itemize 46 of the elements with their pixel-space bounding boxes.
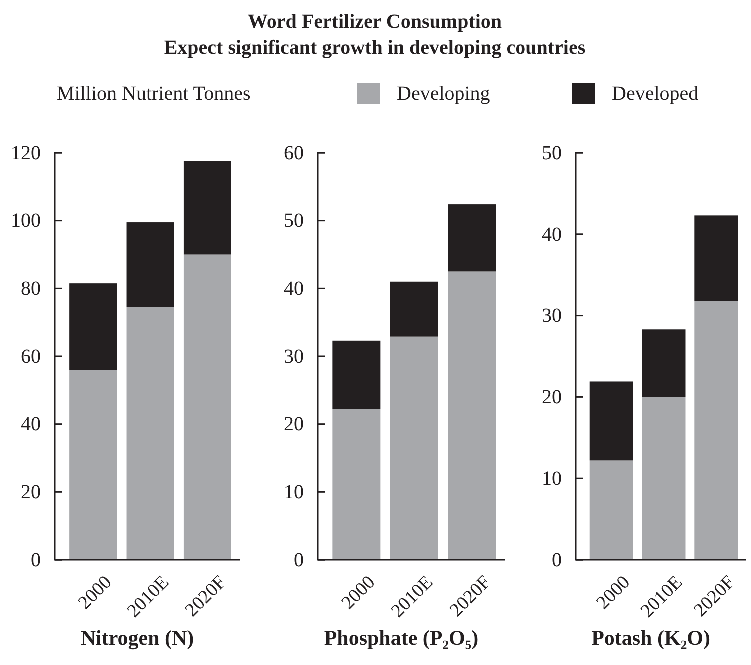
- bar: [126, 307, 174, 560]
- bar: [390, 282, 438, 337]
- bar: [184, 161, 232, 255]
- y-tick-label: 60: [284, 142, 304, 164]
- y-tick-label: 0: [552, 549, 562, 572]
- x-axis-title: Potash (K₂O): [592, 626, 710, 650]
- y-tick-label: 10: [542, 468, 562, 490]
- y-tick-label: 50: [542, 142, 562, 164]
- bar: [642, 397, 686, 560]
- bar: [642, 330, 686, 398]
- x-axis-title: Phosphate (P₂O₅): [324, 626, 479, 650]
- y-tick-label: 100: [11, 210, 41, 232]
- y-tick-label: 50: [284, 210, 304, 232]
- bar: [390, 336, 438, 560]
- y-tick-label: 30: [284, 346, 304, 368]
- bar: [590, 460, 634, 560]
- y-tick-label: 60: [21, 346, 41, 368]
- bar: [694, 216, 738, 302]
- bar: [70, 370, 118, 560]
- y-tick-label: 120: [11, 142, 41, 164]
- y-tick-label: 20: [21, 482, 41, 504]
- chart-title: Word Fertilizer Consumption: [248, 11, 502, 33]
- bar: [332, 340, 381, 410]
- bar: [332, 409, 381, 560]
- y-tick-label: 40: [542, 224, 562, 246]
- bar: [694, 301, 738, 560]
- y-tick-label: 20: [284, 414, 304, 436]
- bar: [184, 254, 232, 560]
- y-tick-label: 40: [284, 278, 304, 300]
- legend-title: Million Nutrient Tonnes: [57, 83, 251, 105]
- y-tick-label: 30: [542, 305, 562, 328]
- y-tick-label: 20: [542, 386, 562, 409]
- x-axis-title: Nitrogen (N): [80, 626, 194, 650]
- bar: [126, 222, 174, 308]
- y-tick-label: 10: [284, 482, 304, 504]
- bar: [70, 284, 118, 370]
- y-tick-label: 80: [21, 278, 41, 300]
- legend-label: Developed: [612, 83, 699, 105]
- y-tick-label: 0: [294, 549, 304, 572]
- y-tick-label: 40: [21, 414, 41, 436]
- bar: [590, 382, 634, 461]
- y-tick-label: 0: [31, 549, 41, 572]
- bar: [448, 272, 496, 560]
- bar: [448, 204, 496, 272]
- chart-subtitle: Expect significant growth in developing countries: [164, 37, 586, 59]
- legend-label: Developing: [397, 83, 490, 105]
